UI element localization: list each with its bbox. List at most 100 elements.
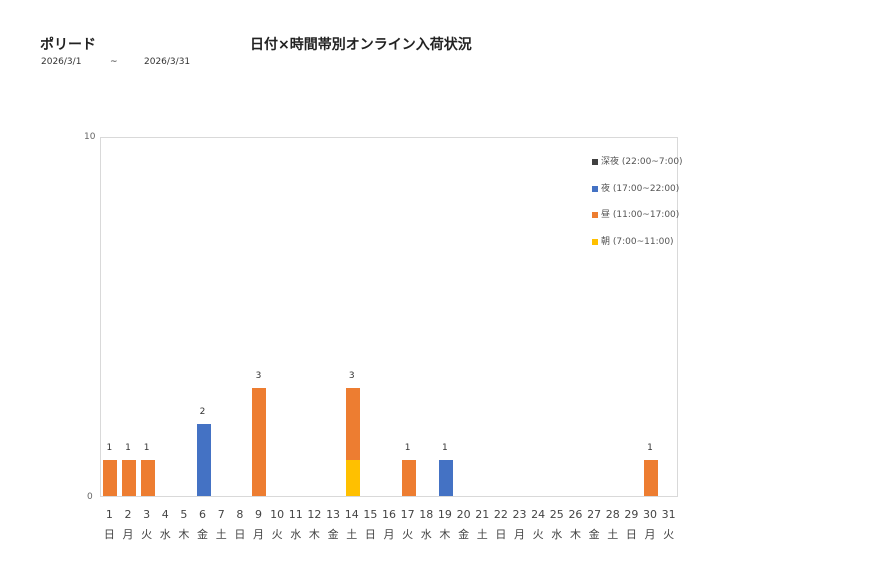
x-tick-day: 8 [236, 508, 244, 521]
legend-item: 朝 (7:00~11:00) [592, 234, 674, 247]
store-name: ポリード [40, 37, 96, 53]
x-tick-weekday: 水 [290, 528, 302, 541]
x-tick-day: 26 [568, 508, 583, 521]
legend-swatch-icon [592, 238, 598, 245]
x-tick-day: 16 [382, 508, 396, 521]
x-tick-weekday: 日 [103, 528, 115, 541]
x-tick-day: 6 [199, 508, 207, 521]
x-tick-day: 4 [161, 508, 169, 521]
legend-label: 昼 (11:00~17:00) [601, 210, 680, 220]
bar-segment [345, 460, 360, 496]
x-tick-weekday: 月 [383, 528, 395, 541]
value-label: 1 [106, 443, 113, 453]
x-tick-weekday: 日 [495, 528, 507, 541]
legend-swatch-icon [592, 211, 598, 218]
x-tick-weekday: 月 [252, 528, 264, 541]
legend-label: 朝 (7:00~11:00) [601, 237, 674, 247]
x-tick-day: 1 [105, 508, 113, 521]
value-label: 1 [404, 443, 411, 453]
x-tick-weekday: 水 [420, 528, 432, 541]
x-tick-day: 23 [512, 508, 527, 521]
date-to: 2026/3/31 [144, 57, 191, 67]
date-separator: ~ [110, 57, 118, 67]
x-tick-weekday: 土 [476, 528, 488, 541]
x-tick-day: 9 [254, 508, 262, 521]
bar-segment [438, 460, 453, 496]
plot-area [100, 137, 678, 497]
bar-segment [103, 460, 118, 496]
bar-day-6 [196, 424, 211, 496]
x-tick-day: 12 [307, 508, 322, 521]
x-tick-weekday: 月 [644, 528, 656, 541]
x-tick-weekday: 土 [607, 528, 619, 541]
bar-segment [121, 460, 136, 496]
legend-item: 昼 (11:00~17:00) [592, 207, 679, 220]
x-tick-day: 2 [124, 508, 132, 521]
bar-day-2 [121, 460, 136, 496]
bar-segment [196, 424, 211, 496]
legend-swatch-icon [592, 185, 598, 192]
date-from: 2026/3/1 [41, 57, 82, 67]
bar-segment [401, 460, 416, 496]
value-label: 1 [143, 443, 150, 453]
x-tick-day: 27 [587, 508, 602, 521]
y-tick-zero: 0 [87, 492, 93, 502]
bar-day-1 [103, 460, 118, 496]
value-label: 2 [199, 407, 206, 417]
x-tick-day: 5 [180, 508, 188, 521]
bar-day-17 [401, 460, 416, 496]
x-tick-weekday: 土 [215, 528, 227, 541]
bar-day-19 [438, 460, 453, 496]
x-tick-day: 18 [419, 508, 434, 521]
x-tick-weekday: 金 [327, 528, 339, 541]
x-tick-day: 31 [661, 508, 676, 521]
x-tick-weekday: 木 [308, 528, 320, 541]
x-tick-weekday: 月 [122, 528, 134, 541]
x-tick-weekday: 月 [514, 528, 526, 541]
bar-day-3 [140, 460, 155, 496]
bar-segment [345, 388, 360, 460]
x-tick-day: 7 [217, 508, 225, 521]
chart-title: 日付×時間帯別オンライン入荷状況 [250, 37, 472, 53]
x-tick-weekday: 木 [569, 528, 581, 541]
x-tick-weekday: 日 [625, 528, 637, 541]
x-tick-weekday: 金 [458, 528, 470, 541]
x-tick-weekday: 火 [663, 528, 675, 541]
legend-label: 深夜 (22:00~7:00) [601, 157, 683, 167]
x-tick-weekday: 日 [234, 528, 246, 541]
value-label: 1 [647, 443, 653, 453]
x-tick-day: 21 [475, 508, 490, 521]
x-tick-day: 29 [624, 508, 639, 521]
x-tick-weekday: 金 [197, 528, 209, 541]
x-tick-day: 10 [270, 508, 285, 521]
x-tick-weekday: 水 [551, 528, 563, 541]
legend-label: 夜 (17:00~22:00) [601, 184, 680, 194]
x-tick-weekday: 水 [159, 528, 171, 541]
x-tick-day: 13 [326, 508, 341, 521]
x-tick-day: 22 [493, 508, 508, 521]
bar-day-14 [345, 388, 360, 496]
bar-segment [644, 460, 659, 496]
value-label: 1 [125, 443, 131, 453]
x-tick-day: 14 [344, 508, 359, 521]
x-tick-day: 15 [363, 508, 378, 521]
x-tick-weekday: 木 [178, 528, 190, 541]
x-tick-day: 17 [400, 508, 415, 521]
bar-segment [140, 460, 155, 496]
x-tick-weekday: 日 [364, 528, 376, 541]
x-tick-day: 24 [531, 508, 546, 521]
y-tick-max: 10 [84, 132, 96, 142]
x-tick-day: 20 [456, 508, 471, 521]
x-tick-weekday: 木 [439, 528, 451, 541]
x-tick-day: 28 [605, 508, 620, 521]
x-tick-weekday: 火 [271, 528, 283, 541]
legend-item: 夜 (17:00~22:00) [592, 181, 679, 194]
x-tick-weekday: 火 [141, 528, 153, 541]
x-tick-weekday: 火 [532, 528, 544, 541]
x-tick-day: 19 [437, 508, 452, 521]
bar-segment [252, 388, 267, 496]
value-label: 1 [442, 443, 448, 453]
legend-swatch-icon [592, 158, 598, 165]
x-tick-weekday: 火 [402, 528, 414, 541]
x-tick-day: 25 [549, 508, 564, 521]
